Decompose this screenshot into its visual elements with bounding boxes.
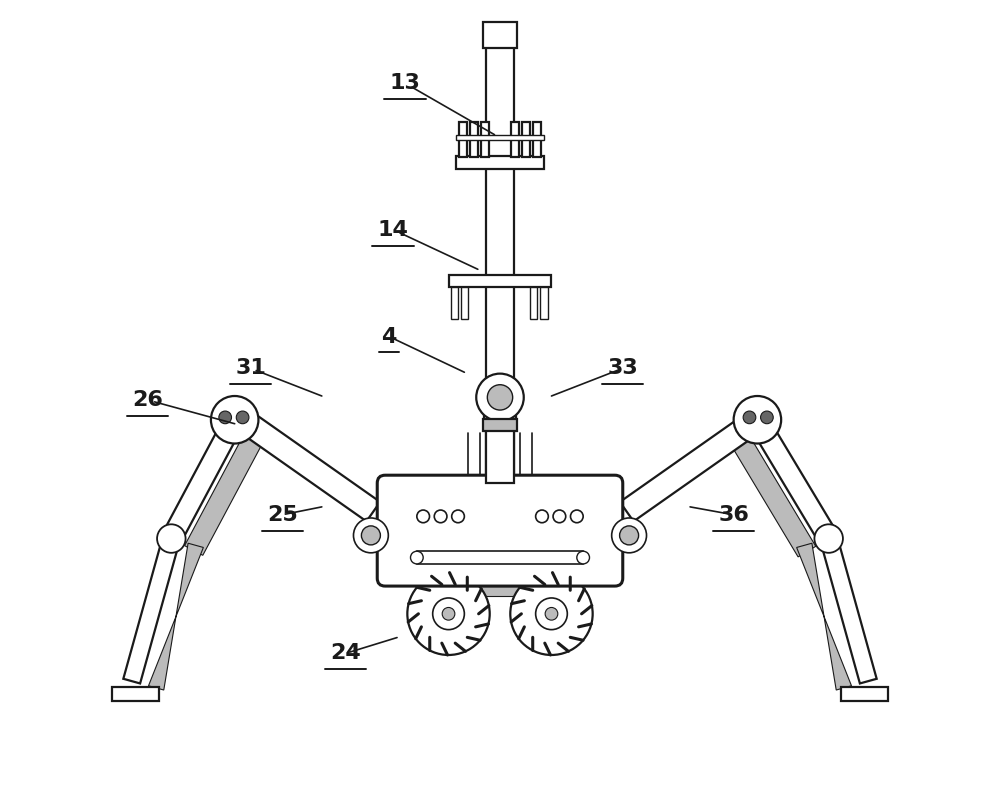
Text: 14: 14 xyxy=(378,219,409,240)
Text: 13: 13 xyxy=(390,73,420,93)
Bar xyxy=(441,577,559,586)
Circle shape xyxy=(452,510,464,523)
Bar xyxy=(461,287,468,319)
Circle shape xyxy=(761,411,773,424)
Circle shape xyxy=(442,607,455,620)
Polygon shape xyxy=(123,536,180,683)
Bar xyxy=(451,287,458,319)
Bar xyxy=(456,156,544,169)
Bar xyxy=(486,44,514,483)
Circle shape xyxy=(433,598,464,630)
Text: 4: 4 xyxy=(381,326,397,347)
Circle shape xyxy=(157,524,186,553)
Polygon shape xyxy=(797,543,851,690)
Text: 33: 33 xyxy=(607,358,638,379)
Circle shape xyxy=(219,411,232,424)
FancyBboxPatch shape xyxy=(377,475,623,586)
Text: 36: 36 xyxy=(718,505,749,525)
Polygon shape xyxy=(185,427,266,555)
Circle shape xyxy=(612,518,647,553)
Circle shape xyxy=(211,396,258,444)
Circle shape xyxy=(545,607,558,620)
Bar xyxy=(484,398,516,429)
Circle shape xyxy=(570,510,583,523)
Text: 25: 25 xyxy=(267,505,298,525)
Circle shape xyxy=(510,573,593,655)
Bar xyxy=(481,122,489,158)
Text: 31: 31 xyxy=(235,358,266,379)
Bar xyxy=(530,287,537,319)
Bar xyxy=(511,122,519,158)
Circle shape xyxy=(411,551,423,564)
Bar xyxy=(841,687,888,701)
Bar xyxy=(470,122,478,158)
Polygon shape xyxy=(149,543,203,690)
Circle shape xyxy=(620,526,639,545)
Bar xyxy=(486,425,514,483)
Circle shape xyxy=(553,510,566,523)
Text: 24: 24 xyxy=(330,643,361,664)
Bar xyxy=(540,287,548,319)
Circle shape xyxy=(536,510,548,523)
Circle shape xyxy=(734,396,781,444)
Circle shape xyxy=(407,573,490,655)
Circle shape xyxy=(536,598,567,630)
Polygon shape xyxy=(624,415,761,516)
Bar xyxy=(483,419,517,432)
Circle shape xyxy=(353,518,388,553)
Bar xyxy=(456,135,544,140)
Bar xyxy=(483,22,517,48)
Polygon shape xyxy=(820,536,877,683)
Circle shape xyxy=(743,411,756,424)
Circle shape xyxy=(417,510,430,523)
Bar xyxy=(417,551,583,564)
Circle shape xyxy=(476,374,524,421)
Bar xyxy=(449,275,551,287)
Polygon shape xyxy=(239,415,376,516)
Polygon shape xyxy=(162,415,244,543)
Bar xyxy=(112,687,159,701)
Circle shape xyxy=(434,510,447,523)
Bar xyxy=(459,122,467,158)
Circle shape xyxy=(361,526,380,545)
Text: 26: 26 xyxy=(132,390,163,410)
Circle shape xyxy=(236,411,249,424)
Polygon shape xyxy=(620,410,764,521)
Circle shape xyxy=(487,385,513,410)
Bar xyxy=(522,122,530,158)
Bar xyxy=(449,584,551,596)
Polygon shape xyxy=(727,428,816,557)
Circle shape xyxy=(814,524,843,553)
Circle shape xyxy=(577,551,589,564)
Polygon shape xyxy=(749,414,838,544)
Bar xyxy=(533,122,541,158)
Polygon shape xyxy=(236,410,380,521)
